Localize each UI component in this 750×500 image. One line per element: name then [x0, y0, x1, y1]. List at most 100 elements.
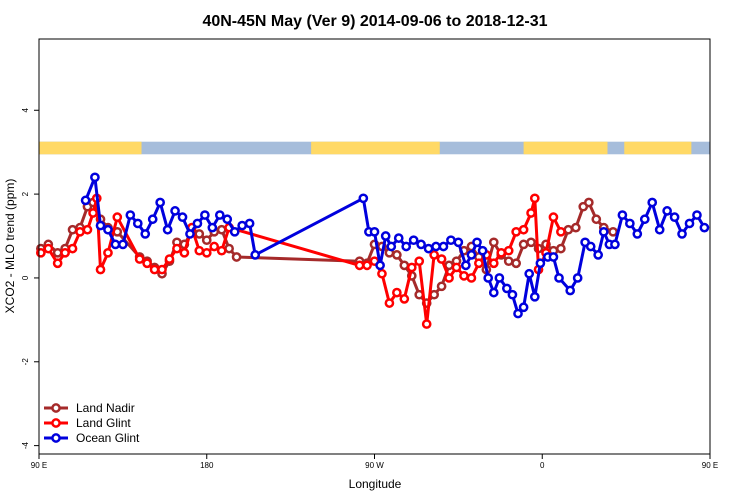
data-point-ocean-glint [229, 226, 240, 237]
x-tick-label: 0 [540, 461, 545, 470]
data-point-ocean-glint [625, 218, 635, 229]
data-point-ocean-glint [554, 273, 564, 283]
data-point-ocean-glint [453, 237, 464, 248]
land-band-segment [39, 141, 142, 155]
data-point-land-glint [451, 262, 462, 273]
data-point-land-glint [164, 254, 175, 264]
legend-label: Ocean Glint [76, 431, 140, 445]
data-point-land-glint [112, 212, 123, 223]
legend-label: Land Glint [76, 416, 131, 430]
data-point-ocean-glint [507, 289, 518, 300]
data-point-ocean-glint [692, 210, 702, 220]
data-point-land-nadir [608, 226, 618, 237]
data-point-ocean-glint [598, 226, 609, 237]
data-point-land-nadir [224, 243, 234, 254]
data-point-ocean-glint [535, 258, 546, 269]
legend-swatch-marker [51, 433, 61, 443]
data-point-ocean-glint [95, 220, 106, 231]
data-point-land-glint [556, 226, 566, 237]
series-ocean-glint [80, 172, 710, 319]
data-point-ocean-glint [488, 287, 499, 298]
data-point-land-nadir [67, 224, 78, 235]
data-point-ocean-glint [529, 291, 540, 302]
data-point-ocean-glint [118, 239, 128, 250]
data-point-ocean-glint [518, 302, 529, 313]
data-point-land-glint [216, 245, 227, 256]
data-point-land-glint [194, 245, 205, 256]
data-point-ocean-glint [494, 273, 505, 283]
data-point-ocean-glint [524, 268, 535, 279]
data-point-land-nadir [583, 197, 594, 208]
data-point-ocean-glint [699, 222, 710, 233]
data-point-land-glint [134, 254, 145, 264]
data-point-land-glint [459, 270, 469, 281]
data-point-ocean-glint [90, 172, 100, 183]
data-point-land-nadir [591, 214, 602, 225]
legend-item-land-nadir: Land Nadir [44, 401, 135, 415]
data-point-land-glint [52, 258, 63, 269]
legend-item-ocean-glint: Ocean Glint [44, 431, 140, 445]
data-point-ocean-glint [408, 235, 419, 246]
data-point-land-glint [488, 258, 499, 269]
y-tick-label: 2 [21, 191, 30, 196]
y-tick-label: -4 [21, 442, 30, 450]
data-point-ocean-glint [423, 243, 434, 254]
data-point-land-glint [503, 245, 514, 256]
data-point-land-nadir [556, 243, 566, 254]
legend-label: Land Nadir [76, 401, 135, 415]
data-point-land-nadir [52, 247, 63, 258]
land-band-segment [624, 141, 692, 155]
data-point-land-nadir [570, 222, 581, 233]
data-point-ocean-glint [472, 237, 482, 248]
data-point-ocean-glint [185, 229, 195, 239]
y-axis: -4 -2 0 2 4 [21, 107, 39, 449]
data-point-land-glint [436, 254, 447, 264]
data-point-ocean-glint [593, 250, 604, 260]
x-tick-label: 90 W [365, 461, 384, 470]
data-point-land-glint [142, 258, 152, 269]
data-point-ocean-glint [572, 273, 583, 283]
data-point-ocean-glint [170, 206, 180, 216]
data-point-ocean-glint [431, 241, 441, 252]
data-point-ocean-glint [393, 233, 404, 243]
legend-swatch-marker [51, 418, 61, 428]
legend-item-land-glint: Land Glint [44, 416, 131, 430]
data-point-ocean-glint [110, 239, 121, 250]
data-point-ocean-glint [416, 239, 426, 250]
data-point-land-nadir [511, 258, 522, 269]
data-point-land-glint [526, 208, 536, 218]
data-point-ocean-glint [483, 273, 494, 283]
data-point-ocean-glint [565, 285, 576, 296]
data-point-land-glint [149, 264, 160, 275]
data-point-ocean-glint [155, 197, 166, 208]
data-point-land-glint [36, 247, 46, 258]
data-point-ocean-glint [132, 218, 143, 229]
data-point-ocean-glint [466, 250, 477, 260]
data-point-land-glint [362, 260, 372, 271]
data-point-land-glint [444, 273, 454, 283]
legend-swatch-marker [51, 403, 61, 413]
land-ocean-band [39, 141, 710, 155]
series-land-glint [36, 193, 566, 329]
data-point-land-glint [496, 247, 507, 258]
data-point-ocean-glint [375, 260, 385, 271]
x-axis-label: Longitude [349, 477, 402, 491]
data-point-land-glint [201, 247, 212, 258]
chart-title: 40N-45N May (Ver 9) 2014-09-06 to 2018-1… [202, 13, 547, 30]
data-point-ocean-glint [585, 241, 596, 252]
data-point-land-glint [88, 208, 98, 218]
data-point-land-nadir [436, 281, 447, 292]
data-point-land-glint [384, 298, 395, 308]
data-point-ocean-glint [677, 229, 687, 239]
data-point-land-glint [157, 264, 167, 275]
data-point-ocean-glint [654, 224, 665, 235]
data-point-ocean-glint [477, 245, 488, 256]
data-point-land-glint [179, 247, 190, 258]
data-point-land-glint [518, 224, 529, 235]
data-point-ocean-glint [501, 283, 512, 294]
series-layer [36, 172, 710, 329]
data-point-land-nadir [216, 224, 227, 235]
data-point-land-glint [421, 319, 432, 329]
data-point-land-glint [548, 212, 559, 223]
